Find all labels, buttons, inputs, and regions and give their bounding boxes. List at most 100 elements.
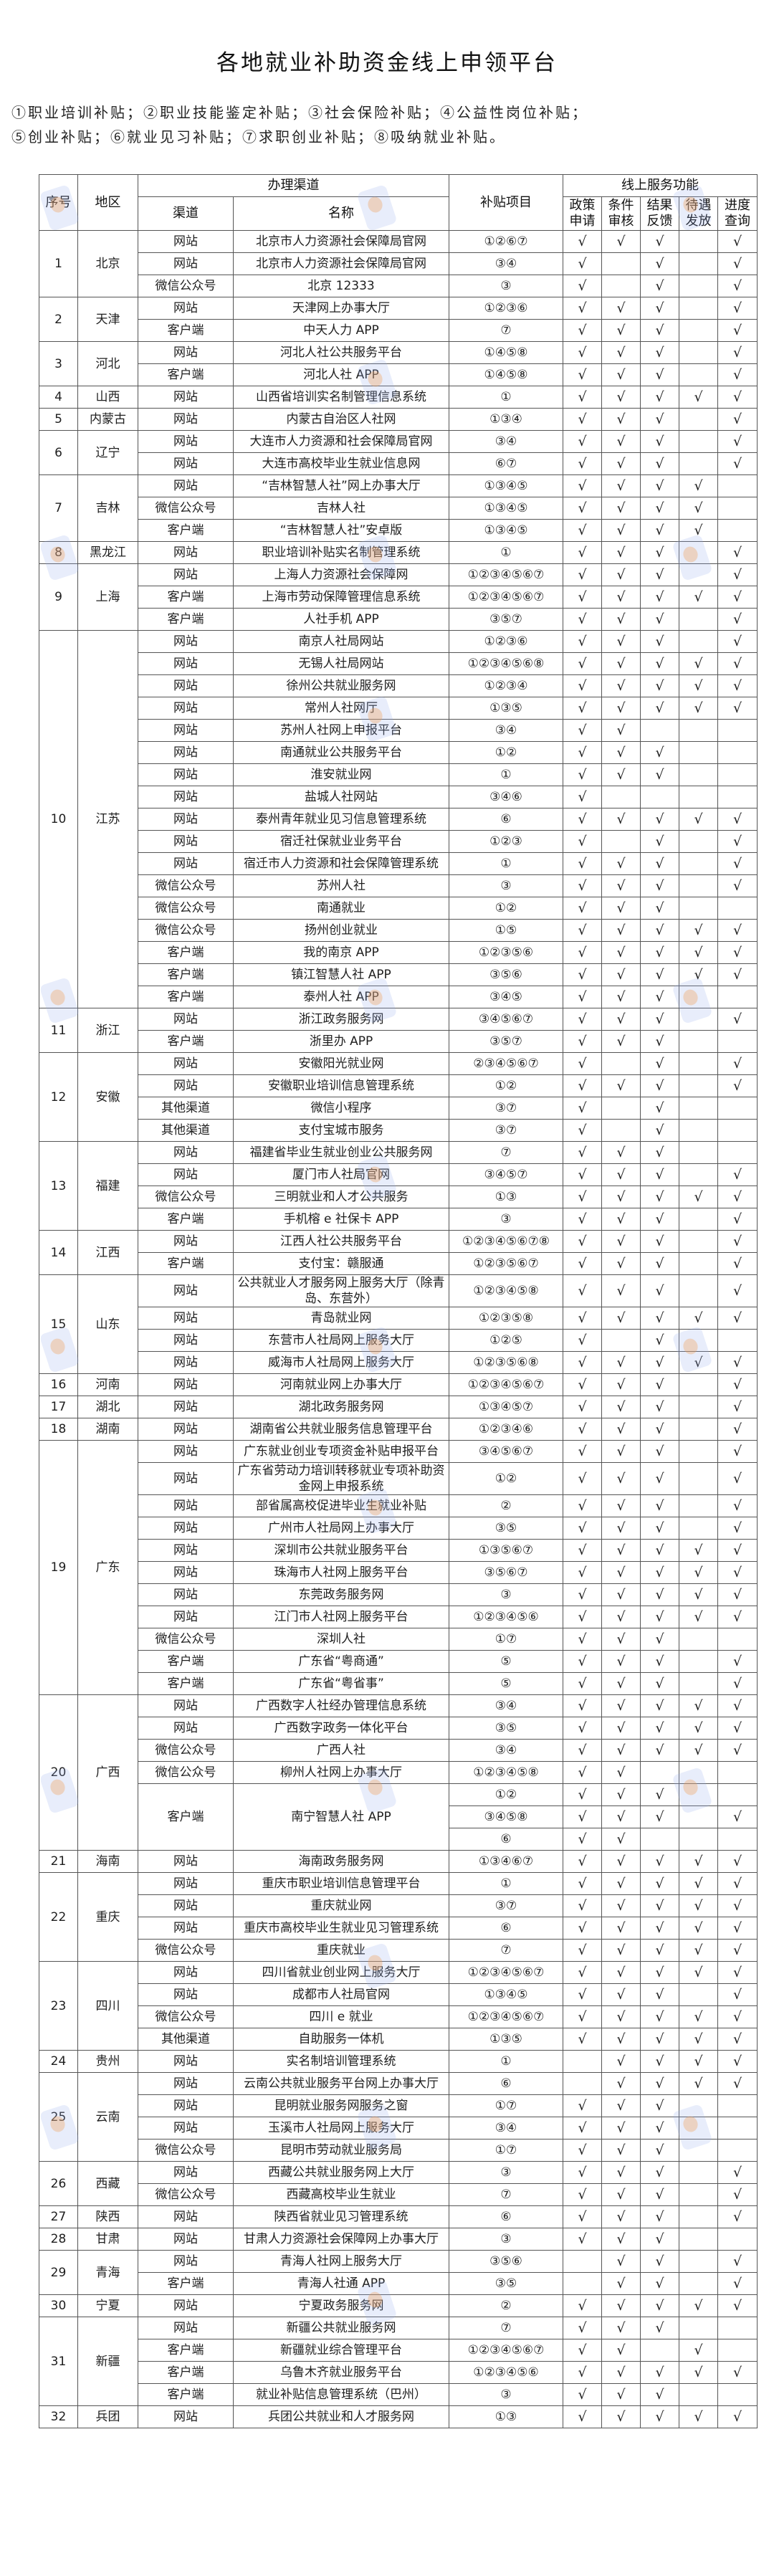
channel-type: 网站 bbox=[138, 1894, 234, 1917]
check-result-feedback: √ bbox=[640, 2272, 679, 2295]
check-benefit-payment: √ bbox=[679, 2050, 718, 2073]
check-condition-review: √ bbox=[601, 2228, 641, 2251]
check-benefit-payment bbox=[679, 1230, 718, 1253]
check-condition-review: √ bbox=[601, 852, 641, 875]
channel-type: 网站 bbox=[138, 2294, 234, 2317]
channel-type: 网站 bbox=[138, 2094, 234, 2117]
check-condition-review: √ bbox=[601, 2139, 641, 2162]
table-row: 网站 玉溪市人社局网上服务大厅 ③④ √ √ √ bbox=[39, 2117, 758, 2139]
platform-name: 威海市人社局网上服务大厅 bbox=[233, 1351, 449, 1374]
channel-type: 网站 bbox=[138, 741, 234, 764]
channel-type: 网站 bbox=[138, 1983, 234, 2006]
platform-name: 乌鲁木齐就业服务平台 bbox=[233, 2361, 449, 2384]
channel-type: 微信公众号 bbox=[138, 874, 234, 897]
check-condition-review: √ bbox=[601, 363, 641, 386]
check-result-feedback: √ bbox=[640, 1097, 679, 1120]
check-result-feedback: √ bbox=[640, 1074, 679, 1097]
check-condition-review: √ bbox=[601, 541, 641, 564]
region-name: 江苏 bbox=[77, 630, 138, 1008]
table-row: 9 上海 网站 上海人力资源社会保障网 ①②③④⑤⑥⑦ √ √ √ √ bbox=[39, 563, 758, 631]
check-policy-apply: √ bbox=[563, 1828, 602, 1851]
channel-type: 网站 bbox=[138, 1052, 234, 1075]
check-condition-review: √ bbox=[601, 1805, 641, 1828]
region-number: 5 bbox=[39, 408, 78, 431]
channel-type: 网站 bbox=[138, 808, 234, 831]
check-condition-review: √ bbox=[601, 1672, 641, 1695]
check-benefit-payment bbox=[679, 1650, 718, 1673]
platform-name: 四川 e 就业 bbox=[233, 2005, 449, 2028]
check-progress-query: √ bbox=[717, 808, 758, 831]
table-row: 网站 大连市高校毕业生就业信息网 ⑥⑦ √ √ √ √ bbox=[39, 452, 758, 475]
subsidy-items: ⑦ bbox=[449, 2317, 563, 2339]
table-row: 微信公众号 吉林人社 ①③④⑤ √ √ √ √ bbox=[39, 497, 758, 520]
check-result-feedback bbox=[640, 2339, 679, 2362]
check-benefit-payment bbox=[679, 1983, 718, 2006]
check-progress-query: √ bbox=[717, 586, 758, 609]
check-condition-review: √ bbox=[601, 1761, 641, 1784]
check-policy-apply: √ bbox=[563, 1440, 602, 1463]
subsidy-items: ①② bbox=[449, 1074, 563, 1097]
table-row: 网站 安徽职业培训信息管理系统 ①② √ √ √ √ bbox=[39, 1074, 758, 1097]
channel-type: 网站 bbox=[138, 652, 234, 675]
check-benefit-payment bbox=[679, 1329, 718, 1352]
table-row: 3 河北 网站 河北人社公共服务平台 ①④⑤⑧ √ √ √ √ bbox=[39, 341, 758, 386]
platform-name: 南通就业公共服务平台 bbox=[233, 741, 449, 764]
platform-name: 安徽职业培训信息管理系统 bbox=[233, 1074, 449, 1097]
table-row: 5 内蒙古 网站 内蒙古自治区人社网 ①③④ √ √ √ √ bbox=[39, 408, 758, 431]
platform-name: 江门市人社网上服务平台 bbox=[233, 1606, 449, 1628]
check-progress-query bbox=[717, 1783, 758, 1806]
check-result-feedback: √ bbox=[640, 2228, 679, 2251]
check-policy-apply bbox=[563, 2050, 602, 2073]
subsidy-items: ③⑤⑦ bbox=[449, 1030, 563, 1053]
region-number: 8 bbox=[39, 541, 78, 564]
check-benefit-payment: √ bbox=[679, 652, 718, 675]
region-name: 兵团 bbox=[77, 2405, 138, 2428]
check-policy-apply: √ bbox=[563, 1539, 602, 1562]
check-condition-review: √ bbox=[601, 2072, 641, 2095]
check-result-feedback: √ bbox=[640, 986, 679, 1008]
check-progress-query: √ bbox=[717, 1672, 758, 1695]
check-condition-review: √ bbox=[601, 719, 641, 742]
check-result-feedback: √ bbox=[640, 363, 679, 386]
platform-name: 扬州创业就业 bbox=[233, 919, 449, 942]
channel-type: 网站 bbox=[138, 563, 234, 586]
subsidy-items: ①②③⑥ bbox=[449, 630, 563, 653]
table-row: 网站 徐州公共就业服务网 ①②③④ √ √ √ √ √ bbox=[39, 674, 758, 697]
region-name: 西藏 bbox=[77, 2161, 138, 2206]
check-condition-review: √ bbox=[601, 897, 641, 920]
check-condition-review: √ bbox=[601, 2117, 641, 2139]
channel-type: 网站 bbox=[138, 430, 234, 453]
check-policy-apply: √ bbox=[563, 1672, 602, 1695]
check-condition-review: √ bbox=[601, 2317, 641, 2339]
check-condition-review: √ bbox=[601, 986, 641, 1008]
channel-type: 网站 bbox=[138, 1872, 234, 1895]
channel-type: 网站 bbox=[138, 1440, 234, 1463]
platform-name: 福建省毕业生就业创业公共服务网 bbox=[233, 1141, 449, 1164]
channel-type: 网站 bbox=[138, 252, 234, 275]
check-progress-query: √ bbox=[717, 963, 758, 986]
table-row: 27 陕西 网站 陕西省就业见习管理系统 ⑥ √ √ √ √ bbox=[39, 2205, 758, 2228]
check-policy-apply: √ bbox=[563, 874, 602, 897]
platform-name: 浙江政务服务网 bbox=[233, 1008, 449, 1031]
check-progress-query: √ bbox=[717, 2183, 758, 2206]
platform-name: 大连市高校毕业生就业信息网 bbox=[233, 452, 449, 475]
check-policy-apply: √ bbox=[563, 2294, 602, 2317]
channel-type: 网站 bbox=[138, 763, 234, 786]
region-name: 湖北 bbox=[77, 1396, 138, 1418]
region-number: 16 bbox=[39, 1373, 78, 1396]
check-policy-apply: √ bbox=[563, 1252, 602, 1275]
check-benefit-payment bbox=[679, 1761, 718, 1784]
subsidy-items: ①②③ bbox=[449, 830, 563, 853]
check-result-feedback: √ bbox=[640, 2250, 679, 2273]
subsidy-items: ①③④ bbox=[449, 408, 563, 431]
table-row: 28 甘肃 网站 甘肃人力资源社会保障网上办事大厅 ③ √ √ √ bbox=[39, 2228, 758, 2251]
table-row: ⑥ √ √ bbox=[39, 1828, 758, 1851]
platform-name: 昆明就业服务网服务之窗 bbox=[233, 2094, 449, 2117]
table-row: 网站 南通就业公共服务平台 ①② √ √ √ bbox=[39, 741, 758, 764]
channel-type: 网站 bbox=[138, 786, 234, 808]
check-progress-query: √ bbox=[717, 1074, 758, 1097]
table-row: 网站 东营市人社局网上服务大厅 ①②⑤ √ √ bbox=[39, 1329, 758, 1352]
check-result-feedback: √ bbox=[640, 519, 679, 542]
check-benefit-payment: √ bbox=[679, 474, 718, 497]
table-row: 微信公众号 重庆就业 ⑦ √ √ √ √ √ bbox=[39, 1939, 758, 1962]
